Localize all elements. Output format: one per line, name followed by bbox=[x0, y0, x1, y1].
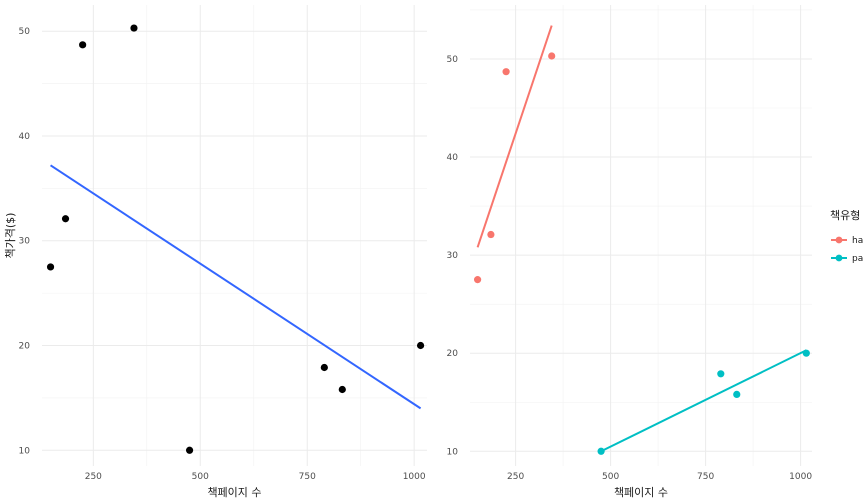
legend-key-point bbox=[835, 236, 843, 244]
y-tick-label: 10 bbox=[447, 447, 459, 457]
x-axis-title: 책페이지 수 bbox=[614, 486, 668, 499]
y-tick-label: 50 bbox=[447, 55, 459, 65]
data-point-ha bbox=[487, 230, 495, 239]
y-axis-title: 책가격($) bbox=[4, 213, 17, 259]
data-point bbox=[338, 385, 346, 394]
x-tick-label: 1000 bbox=[789, 472, 812, 482]
y-tick-label: 10 bbox=[19, 446, 31, 456]
data-point bbox=[416, 341, 425, 350]
y-tick-label: 30 bbox=[19, 237, 31, 247]
y-tick-label: 20 bbox=[19, 342, 31, 352]
y-tick-label: 50 bbox=[19, 27, 31, 37]
data-point-pa bbox=[717, 370, 725, 378]
legend-label: pa bbox=[852, 254, 863, 264]
legend-label: ha bbox=[852, 236, 863, 246]
data-point-ha bbox=[474, 276, 482, 284]
regression-line-pa bbox=[600, 349, 807, 453]
left-scatter-panel: 250 500 750 1000 10 20 30 40 50 책페이지 수 책가격($) bbox=[4, 5, 427, 499]
data-point-pa bbox=[597, 447, 605, 455]
y-tick-label: 40 bbox=[447, 153, 459, 163]
legend: 책유형 ha pa bbox=[830, 209, 863, 264]
x-tick-label: 250 bbox=[507, 472, 524, 482]
regression-line-ha bbox=[476, 25, 553, 248]
y-tick-label: 40 bbox=[19, 132, 31, 142]
x-axis-title: 책페이지 수 bbox=[207, 486, 261, 499]
right-scatter-panel: 250 500 750 1000 10 20 30 40 50 책페이지 수 bbox=[447, 5, 812, 499]
legend-key-point bbox=[835, 254, 843, 262]
data-point bbox=[79, 41, 87, 49]
x-tick-label: 750 bbox=[299, 472, 316, 482]
x-tick-label: 500 bbox=[192, 472, 209, 482]
x-tick-label: 500 bbox=[602, 472, 619, 482]
x-tick-label: 250 bbox=[85, 472, 102, 482]
x-tick-label: 1000 bbox=[403, 472, 426, 482]
data-point bbox=[61, 215, 70, 223]
regression-line bbox=[50, 164, 422, 410]
legend-title: 책유형 bbox=[830, 209, 860, 222]
data-point-pa bbox=[733, 390, 741, 398]
y-tick-label: 30 bbox=[447, 251, 459, 261]
data-point bbox=[320, 363, 328, 372]
data-point-ha bbox=[548, 52, 556, 60]
data-point-ha bbox=[502, 68, 510, 76]
data-point bbox=[185, 446, 194, 454]
y-tick-label: 20 bbox=[447, 349, 459, 359]
x-tick-label: 750 bbox=[697, 472, 714, 482]
data-point bbox=[46, 263, 55, 271]
data-point bbox=[130, 24, 138, 32]
data-point-pa bbox=[802, 349, 810, 357]
